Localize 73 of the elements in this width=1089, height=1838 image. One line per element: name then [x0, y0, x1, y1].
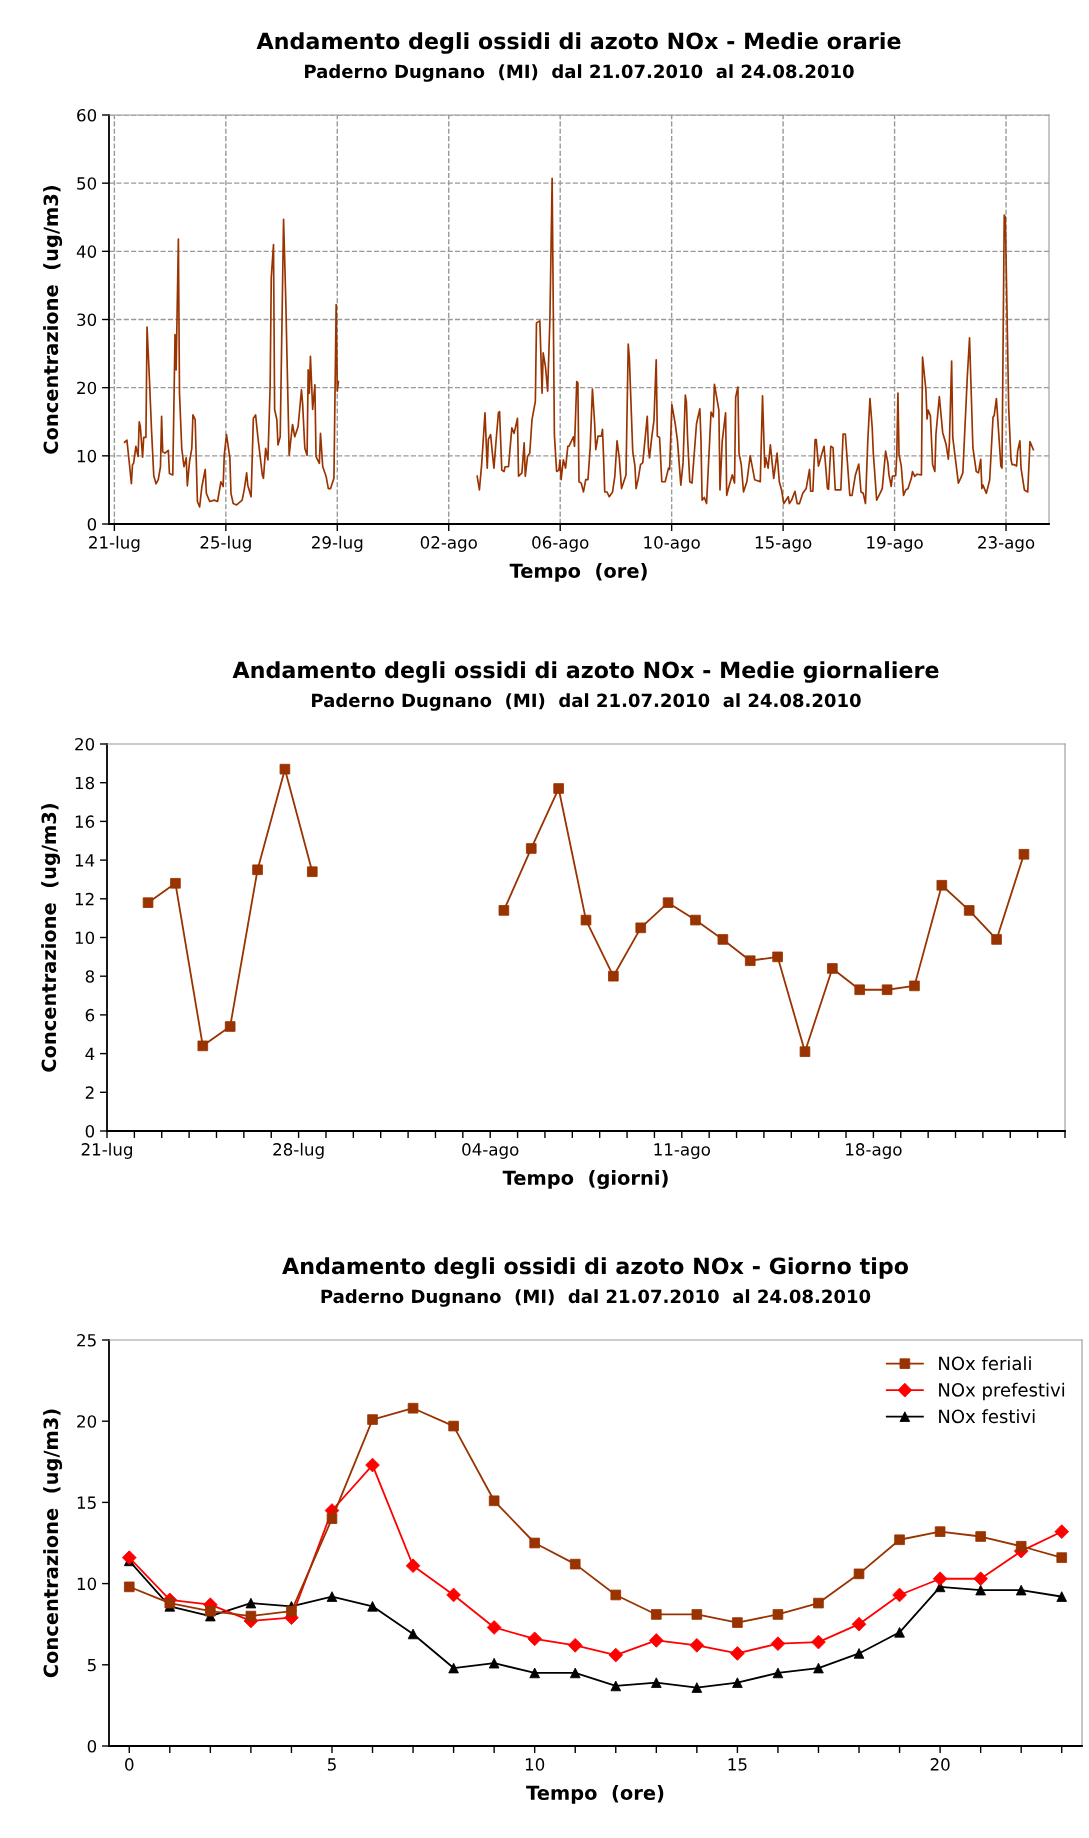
y-tick-label: 18 — [75, 776, 95, 790]
point — [326, 1513, 338, 1524]
x-tick-label: 19-ago — [867, 536, 923, 552]
y-tick-label: 2 — [85, 1086, 94, 1099]
legend-label: NOx festivi — [939, 1409, 1035, 1424]
x-tick-label: 15-ago — [755, 536, 812, 552]
point — [123, 1581, 135, 1593]
legend-label: NOx prefestivi — [939, 1382, 1065, 1401]
x-tick-label: 10 — [525, 1758, 545, 1771]
y-tick-label: 14 — [75, 854, 95, 867]
y-tick-label: 50 — [77, 177, 97, 190]
x-axis-title: Tempo (ore) — [509, 563, 647, 582]
chart-title: Andamento degli ossidi di azoto NOx - Giorno tipo — [282, 1257, 909, 1279]
chart-subtitle: Paderno Dugnano (MI) dal 21.07.2010 al 24.08.2010 — [321, 1289, 871, 1307]
y-tick-label: 12 — [75, 892, 94, 906]
legend-label: NOx feriali — [939, 1356, 1031, 1371]
x-tick-label: 06-ago — [532, 536, 589, 552]
y-tick-label: 4 — [85, 1047, 95, 1060]
x-tick-label: 25-lug — [200, 535, 251, 552]
point — [854, 984, 865, 996]
x-axis-title: Tempo (ore) — [526, 1785, 664, 1804]
chart-title: Andamento degli ossidi di azoto NOx - Medie giornaliere — [232, 661, 939, 683]
y-tick-label: 10 — [77, 449, 97, 463]
point — [853, 1568, 865, 1580]
point — [744, 955, 756, 966]
x-tick-label: 21-lug — [81, 1142, 132, 1159]
point — [245, 1610, 257, 1622]
y-tick-label: 25 — [77, 1333, 96, 1347]
y-axis-title: Concentrazione (ug/m3) — [43, 1409, 63, 1678]
point — [635, 922, 647, 934]
x-tick-label: 23-ago — [978, 536, 1035, 552]
x-tick-label: 11-ago — [654, 1143, 710, 1159]
y-tick-label: 0 — [87, 517, 97, 531]
x-tick-label: 02-ago — [420, 536, 477, 552]
y-tick-label: 0 — [87, 1739, 97, 1753]
point — [580, 914, 592, 926]
y-tick-label: 10 — [77, 1577, 97, 1591]
y-tick-label: 30 — [77, 313, 97, 327]
point — [1018, 849, 1030, 860]
chart-title: Andamento degli ossidi di azoto NOx - Medie orarie — [256, 32, 901, 54]
y-tick-label: 6 — [85, 1008, 95, 1022]
y-tick-label: 16 — [75, 815, 95, 828]
y-tick-label: 40 — [76, 245, 97, 258]
y-tick-label: 60 — [77, 108, 97, 122]
y-tick-label: 20 — [75, 737, 95, 751]
point — [529, 1537, 540, 1549]
y-tick-label: 20 — [77, 381, 97, 395]
point — [205, 1605, 216, 1617]
x-tick-label: 21-lug — [89, 535, 140, 552]
y-tick-label: 20 — [77, 1415, 97, 1428]
point — [197, 1040, 209, 1052]
y-tick-label: 5 — [87, 1658, 96, 1672]
x-tick-label: 20 — [930, 1758, 950, 1771]
point — [651, 1677, 662, 1688]
x-tick-label: 28-lug — [273, 1142, 324, 1159]
x-tick-label: 15 — [728, 1758, 747, 1771]
y-axis-title: Concentrazione (ug/m3) — [43, 185, 63, 454]
x-tick-label: 29-lug — [312, 535, 363, 552]
x-tick-label: 5 — [327, 1758, 336, 1771]
y-tick-label: 15 — [77, 1496, 96, 1509]
chart-subtitle: Paderno Dugnano (MI) dal 21.07.2010 al 24.08.2010 — [305, 64, 854, 82]
point — [662, 897, 674, 908]
point — [488, 1495, 500, 1507]
chart-subtitle: Paderno Dugnano (MI) dal 21.07.2010 al 24.08.2010 — [312, 693, 861, 711]
x-axis-title: Tempo (giorni) — [502, 1170, 668, 1190]
y-tick-label: 0 — [85, 1124, 95, 1138]
x-tick-label: 10-ago — [644, 536, 700, 552]
x-tick-label: 04-ago — [462, 1143, 519, 1159]
x-tick-label: 0 — [125, 1758, 134, 1771]
y-axis-title: Concentrazione (ug/m3) — [41, 803, 61, 1072]
y-tick-label: 10 — [75, 931, 95, 945]
y-tick-label: 8 — [85, 970, 95, 983]
x-tick-label: 18-ago — [846, 1143, 902, 1159]
